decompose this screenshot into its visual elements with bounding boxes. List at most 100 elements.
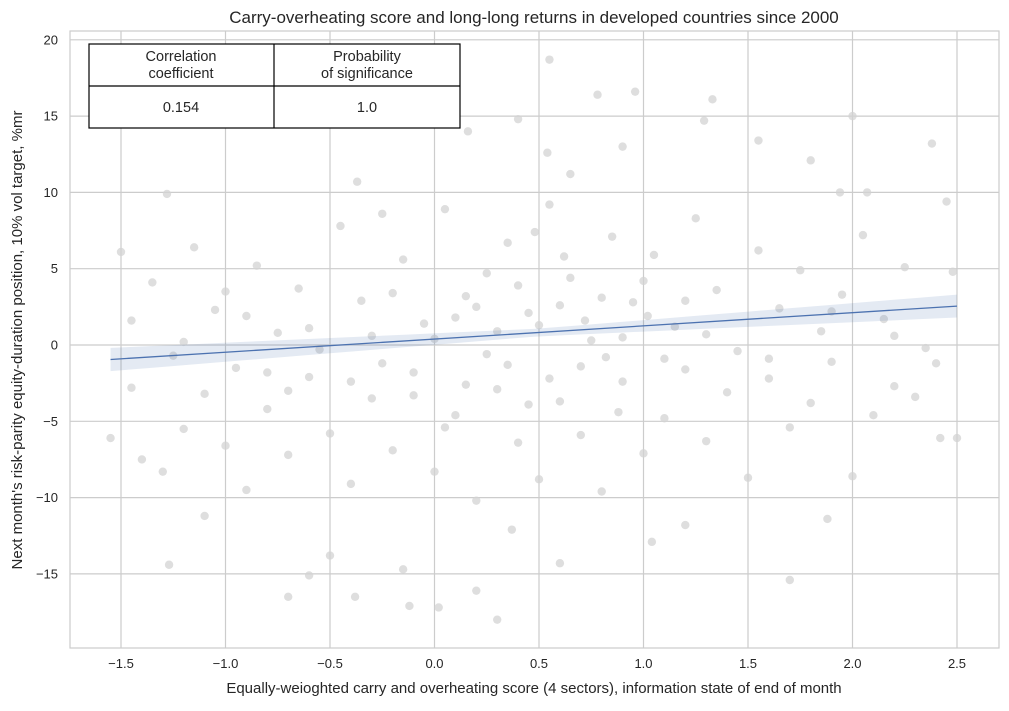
data-point	[927, 139, 937, 148]
data-point	[284, 386, 293, 395]
data-point	[189, 243, 199, 252]
data-point	[388, 288, 397, 298]
data-point	[524, 400, 533, 409]
x-tick-label: 1.5	[739, 656, 757, 671]
data-point	[566, 273, 575, 283]
data-point	[304, 372, 314, 382]
data-point	[294, 284, 303, 293]
x-tick-label: −0.5	[317, 656, 343, 671]
data-point	[284, 450, 293, 460]
data-point	[601, 353, 611, 362]
data-point	[350, 592, 360, 601]
data-point	[587, 336, 596, 345]
table-header-correlation: Correlation coefficient	[146, 49, 217, 82]
data-point	[513, 281, 523, 290]
data-point	[472, 586, 481, 595]
data-point	[482, 349, 491, 359]
data-point	[639, 276, 648, 286]
data-point	[346, 479, 356, 489]
data-point	[252, 261, 262, 270]
data-point	[681, 365, 690, 374]
x-axis-label: Equally-weioghted carry and overheating …	[226, 680, 841, 697]
data-point	[566, 169, 575, 179]
data-point	[775, 304, 784, 313]
data-point	[862, 188, 872, 197]
data-point	[398, 255, 408, 264]
data-point	[764, 374, 774, 383]
x-tick-label: 2.0	[843, 656, 861, 671]
data-point	[534, 320, 544, 330]
data-point	[879, 314, 889, 324]
data-point	[702, 436, 711, 446]
data-point	[336, 221, 345, 231]
data-point	[890, 382, 899, 391]
data-point	[513, 114, 523, 124]
data-point	[530, 227, 540, 237]
data-point	[503, 360, 512, 370]
y-tick-label: −15	[36, 566, 58, 581]
data-point	[482, 269, 491, 278]
data-point	[806, 156, 815, 165]
data-point	[346, 377, 356, 386]
data-point	[137, 455, 147, 464]
data-point	[660, 354, 669, 363]
data-point	[931, 359, 941, 368]
data-point	[221, 441, 230, 450]
data-point	[463, 127, 473, 136]
data-point	[106, 433, 115, 443]
data-point	[545, 55, 554, 64]
data-point	[127, 316, 136, 325]
data-point	[434, 603, 443, 612]
data-point	[816, 327, 826, 336]
data-point	[378, 359, 387, 368]
data-point	[440, 423, 450, 432]
data-point	[743, 473, 753, 482]
data-point	[405, 601, 414, 611]
data-point	[493, 327, 502, 336]
y-tick-label: 10	[44, 185, 58, 200]
data-point	[630, 87, 640, 96]
x-tick-label: 0.0	[425, 656, 443, 671]
data-point	[576, 430, 585, 440]
chart-title: Carry-overheating score and long-long re…	[229, 8, 839, 27]
data-point	[524, 308, 533, 318]
data-point	[325, 429, 335, 438]
data-point	[848, 111, 857, 121]
data-point	[911, 392, 920, 402]
data-point	[210, 305, 220, 315]
data-point	[221, 287, 230, 296]
x-tick-label: 2.5	[948, 656, 966, 671]
data-point	[430, 467, 439, 476]
data-point	[503, 238, 512, 247]
data-point	[702, 330, 711, 339]
data-point	[242, 485, 251, 495]
data-point	[806, 398, 815, 408]
data-point	[785, 423, 794, 432]
data-point	[507, 525, 517, 534]
data-point	[858, 230, 868, 240]
data-point	[367, 331, 376, 341]
data-point	[827, 357, 836, 366]
data-point	[398, 565, 408, 574]
data-point	[378, 209, 387, 218]
data-point	[388, 446, 397, 455]
data-point	[823, 514, 832, 524]
data-point	[304, 571, 314, 580]
data-point	[890, 331, 899, 341]
data-point	[618, 142, 627, 151]
data-point	[440, 204, 450, 214]
data-point	[681, 296, 690, 305]
data-point	[936, 433, 945, 443]
data-point	[367, 394, 376, 403]
data-point	[284, 592, 293, 601]
y-tick-label: 15	[44, 109, 58, 124]
data-point	[952, 433, 962, 443]
y-tick-label: 5	[51, 261, 58, 276]
data-point	[921, 343, 930, 353]
data-point	[200, 389, 209, 399]
data-point	[534, 475, 544, 484]
x-tick-label: −1.0	[213, 656, 239, 671]
data-point	[148, 278, 157, 287]
